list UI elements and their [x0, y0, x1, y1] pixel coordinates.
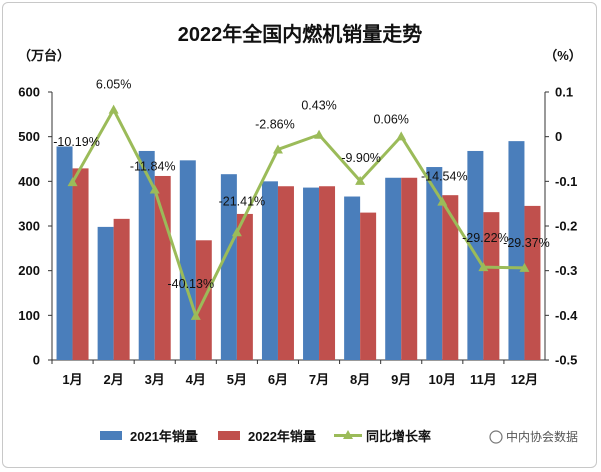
bar-2021 — [179, 160, 196, 360]
left-axis-unit: （万台） — [18, 48, 70, 63]
bar-2022 — [72, 168, 89, 360]
legend-label: 2022年销量 — [248, 429, 316, 444]
watermark-text: 中内协会数据 — [506, 429, 578, 444]
growth-rate-marker — [67, 177, 78, 187]
x-tick-label: 9月 — [391, 372, 411, 387]
growth-rate-label: -2.86% — [255, 117, 295, 131]
x-tick-label: 6月 — [268, 372, 288, 387]
chart-title: 2022年全国内燃机销量走势 — [178, 22, 423, 46]
bar-2022 — [401, 177, 418, 360]
bar-2021 — [56, 146, 73, 360]
growth-rate-label: -29.22% — [462, 231, 509, 245]
legend-marker — [343, 430, 353, 439]
growth-rate-label: -11.84% — [130, 160, 176, 174]
bar-2021 — [220, 174, 237, 360]
growth-rate-label: -40.13% — [168, 277, 215, 291]
x-tick-label: 10月 — [429, 372, 456, 387]
left-tick-label: 0 — [33, 353, 40, 368]
bar-2022 — [277, 186, 294, 360]
x-tick-label: 1月 — [62, 372, 82, 387]
bar-2022 — [319, 186, 336, 360]
x-tick-label: 8月 — [350, 372, 370, 387]
plot-area: 0 100 200 300 400 500 600 -0.5 -0.4 -0.3 -0.2 -0.1 0… — [18, 78, 578, 387]
bar-2021 — [344, 196, 361, 360]
right-tick-label: -0.4 — [555, 308, 578, 323]
bar-2021 — [97, 226, 114, 360]
bar-2022 — [154, 175, 171, 360]
bar-2022 — [360, 212, 377, 360]
growth-rate-marker — [519, 262, 530, 272]
left-tick-label: 100 — [18, 308, 40, 323]
left-tick-label: 200 — [18, 263, 40, 278]
right-tick-label: 0.1 — [555, 85, 573, 100]
right-tick-label: -0.2 — [555, 219, 577, 234]
right-axis-unit: （%） — [544, 48, 582, 63]
right-tick-label: -0.1 — [555, 174, 577, 189]
legend: 2021年销量 2022年销量 同比增长率 — [100, 429, 431, 444]
watermark: 中内协会数据 — [489, 429, 578, 444]
growth-rate-marker — [478, 262, 489, 272]
growth-rate-marker — [355, 175, 366, 185]
growth-rate-marker — [396, 131, 407, 141]
bar-2022 — [442, 195, 459, 360]
growth-rate-label: 0.06% — [373, 112, 408, 126]
right-tick-label: -0.5 — [555, 353, 577, 368]
x-tick-label: 5月 — [227, 372, 247, 387]
bar-2021 — [426, 167, 443, 360]
legend-swatch — [218, 431, 240, 440]
bar-2022 — [483, 212, 500, 360]
bar-2021 — [303, 187, 320, 360]
growth-rate-label: -29.37% — [503, 236, 550, 250]
bar-2021 — [385, 177, 402, 360]
bar-2021 — [508, 141, 525, 360]
x-tick-label: 3月 — [145, 372, 165, 387]
growth-rate-marker — [272, 144, 283, 154]
growth-rate-label: 6.05% — [96, 78, 131, 92]
x-tick-label: 4月 — [186, 372, 206, 387]
bar-2022 — [113, 218, 130, 360]
growth-rate-label: -10.19% — [53, 135, 100, 149]
left-tick-label: 400 — [18, 174, 40, 189]
growth-rate-marker — [108, 104, 119, 114]
left-tick-label: 300 — [18, 219, 40, 234]
legend-label: 2021年销量 — [130, 429, 198, 444]
right-tick-label: 0 — [555, 129, 562, 144]
bar-2022 — [236, 213, 253, 360]
bar-2021 — [261, 181, 278, 360]
left-tick-label: 500 — [18, 129, 40, 144]
growth-rate-label: -14.54% — [421, 170, 468, 184]
x-tick-label: 11月 — [470, 372, 497, 387]
legend-swatch — [100, 431, 122, 440]
growth-rate-marker — [437, 196, 448, 206]
x-tick-label: 7月 — [309, 372, 329, 387]
growth-rate-label: -21.41% — [219, 194, 266, 208]
bar-2021 — [138, 150, 155, 360]
left-tick-label: 600 — [18, 85, 40, 100]
right-tick-label: -0.3 — [555, 263, 577, 278]
growth-rate-label: 0.43% — [301, 99, 336, 113]
wechat-icon — [489, 430, 503, 444]
bar-2022 — [524, 205, 541, 360]
x-tick-label: 2月 — [104, 372, 124, 387]
growth-rate-marker — [190, 310, 201, 320]
growth-rate-marker — [231, 227, 242, 237]
x-tick-label: 12月 — [511, 372, 538, 387]
growth-rate-marker — [149, 184, 160, 194]
growth-rate-label: -9.90% — [341, 151, 381, 165]
legend-label: 同比增长率 — [366, 429, 431, 444]
growth-rate-line — [71, 108, 525, 318]
growth-rate-marker — [314, 129, 325, 139]
